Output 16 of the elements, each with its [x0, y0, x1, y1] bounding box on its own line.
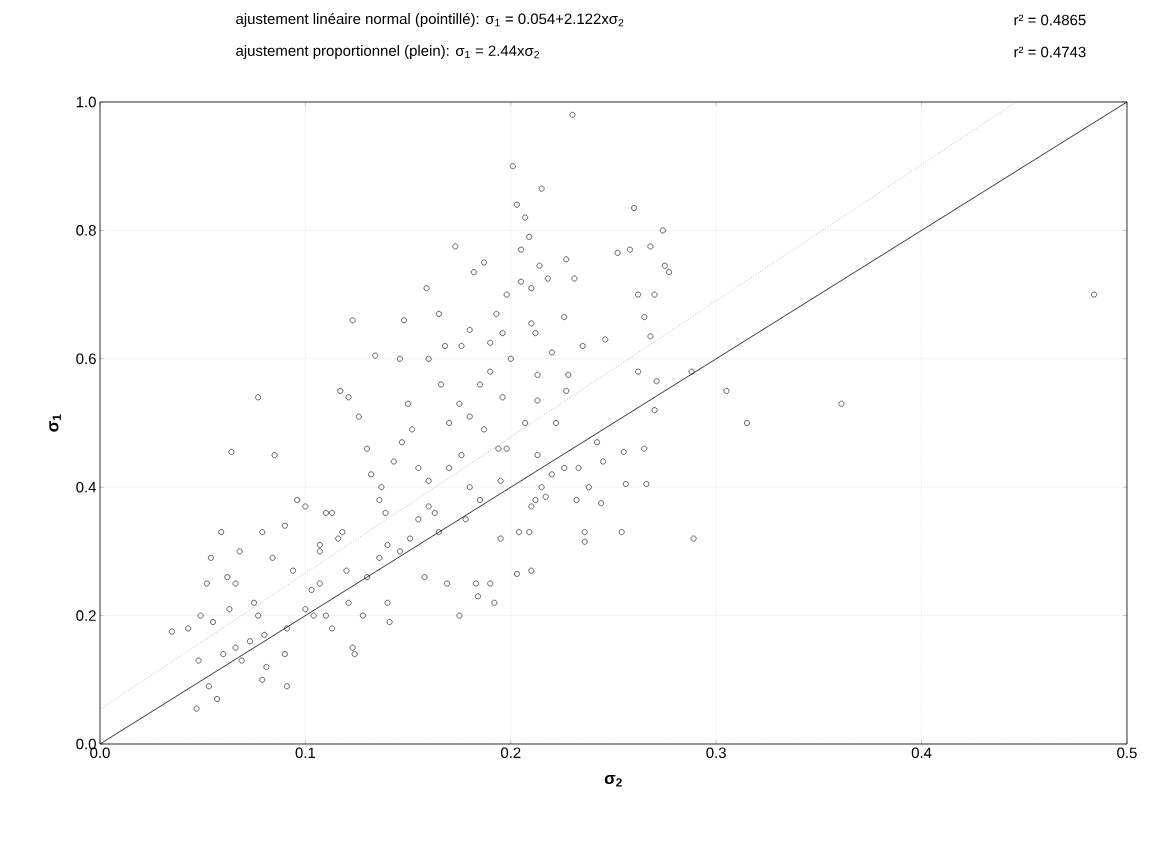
- x-axis-title: σ$_{2}$: [604, 774, 622, 787]
- x-tick-label: 0.4: [911, 747, 932, 759]
- y-axis-title: σ$_{1}$: [49, 414, 61, 432]
- x-tick-label: 0.2: [500, 747, 521, 759]
- y-tick-label: 1.0: [76, 96, 96, 108]
- y-tick-label: 0.2: [76, 610, 96, 621]
- chart-subtitle: ajustement proportionnel (plein): σ$_{1}$ = 2.44xσ$_{2}$: [236, 45, 540, 59]
- text: r² = 0.4865: [1014, 14, 1086, 26]
- x-tick-label: 0.5: [1117, 747, 1137, 759]
- y-tick-label: 0.6: [76, 353, 96, 365]
- x-tick-label: 0.3: [706, 747, 726, 759]
- y-tick-label: 0.4: [76, 481, 97, 493]
- x-tick-label: 0.1: [295, 747, 316, 759]
- text: r² = 0.4743: [1014, 46, 1086, 58]
- y-tick-label: 0.8: [76, 225, 96, 236]
- chart-title: ajustement linéaire normal (pointillé): σ$_{1}$ = 0.054+2.122xσ$_{2}$: [236, 12, 624, 28]
